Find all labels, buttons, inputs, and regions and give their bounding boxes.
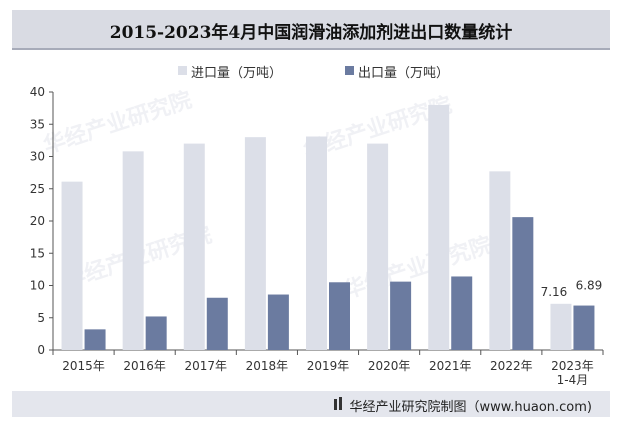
bar-export bbox=[573, 305, 595, 350]
bar-export bbox=[84, 329, 106, 350]
bar-import bbox=[183, 143, 205, 350]
y-tick-label: 5 bbox=[37, 311, 45, 325]
brand-icon bbox=[333, 397, 342, 410]
y-tick-label: 10 bbox=[30, 279, 45, 293]
bar-import bbox=[367, 143, 389, 350]
x-tick-label: 2023年 bbox=[551, 359, 594, 373]
bar-import bbox=[61, 181, 83, 350]
x-tick-label: 2020年 bbox=[368, 359, 411, 373]
x-tick-label: 2021年 bbox=[429, 359, 472, 373]
footer-bar: 华经产业研究院制图（www.huaon.com) bbox=[12, 391, 610, 417]
x-tick-label: 2017年 bbox=[185, 359, 228, 373]
bar-import bbox=[428, 104, 450, 351]
bar-export bbox=[512, 217, 534, 350]
bar-import bbox=[122, 151, 144, 350]
x-tick-label: 2018年 bbox=[246, 359, 289, 373]
bar-import bbox=[550, 303, 572, 350]
chart-title: 2015-2023年4月中国润滑油添加剂进出口数量统计 bbox=[109, 23, 513, 43]
data-label: 7.16 bbox=[541, 285, 568, 299]
legend-swatch-export bbox=[345, 66, 354, 75]
bar-import bbox=[244, 137, 266, 350]
bar-export bbox=[267, 294, 289, 350]
y-tick-label: 15 bbox=[30, 246, 45, 260]
legend-label-export: 出口量（万吨） bbox=[358, 66, 450, 81]
bar-export bbox=[451, 276, 473, 350]
bar-import bbox=[489, 171, 511, 350]
bar-export bbox=[206, 297, 228, 350]
legend-label-import: 进口量（万吨） bbox=[191, 66, 283, 81]
x-tick-label: 2022年 bbox=[490, 359, 533, 373]
title-bar: 2015-2023年4月中国润滑油添加剂进出口数量统计 bbox=[12, 10, 610, 50]
y-tick-label: 35 bbox=[30, 117, 45, 131]
footer-credit: 华经产业研究院制图（www.huaon.com) bbox=[333, 396, 592, 415]
x-tick-label: 2019年 bbox=[307, 359, 350, 373]
y-tick-label: 25 bbox=[30, 182, 45, 196]
y-tick-label: 20 bbox=[30, 214, 45, 228]
x-tick-label: 2015年 bbox=[62, 359, 105, 373]
bar-export bbox=[145, 316, 167, 350]
bar-export bbox=[329, 282, 350, 350]
legend: 进口量（万吨） 出口量（万吨） bbox=[0, 62, 625, 82]
bar-export bbox=[390, 281, 412, 350]
x-tick-label: 1-4月 bbox=[557, 373, 589, 387]
x-tick-label: 2016年 bbox=[123, 359, 166, 373]
data-label: 6.89 bbox=[576, 279, 603, 293]
footer-text: 华经产业研究院制图（www.huaon.com) bbox=[349, 400, 592, 415]
bar-import bbox=[306, 136, 327, 350]
y-tick-label: 30 bbox=[30, 150, 45, 164]
y-tick-label: 0 bbox=[37, 343, 45, 357]
y-tick-label: 40 bbox=[30, 85, 45, 99]
legend-swatch-import bbox=[178, 66, 187, 75]
